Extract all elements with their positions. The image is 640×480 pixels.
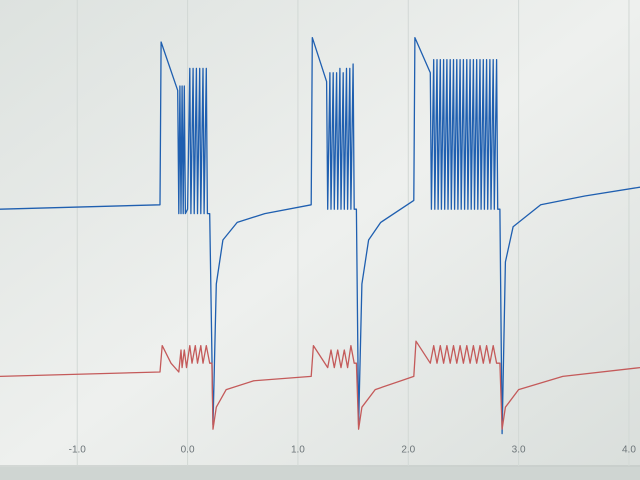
x-tick-label: 0.0: [181, 445, 195, 456]
trace-line: [0, 340, 640, 430]
x-tick-label: 2.0: [401, 445, 415, 456]
x-tick-label: 4.0: [622, 445, 636, 456]
x-axis: -1.0 0.0 1.0 2.0 3.0 4.0: [69, 445, 637, 456]
status-bar: [0, 467, 640, 480]
trace-line: [0, 36, 640, 435]
x-tick-label: -1.0: [69, 445, 87, 456]
traces: [0, 36, 640, 435]
grid: [76, 0, 630, 466]
x-tick-label: 1.0: [291, 445, 305, 456]
x-tick-label: 3.0: [512, 445, 526, 456]
